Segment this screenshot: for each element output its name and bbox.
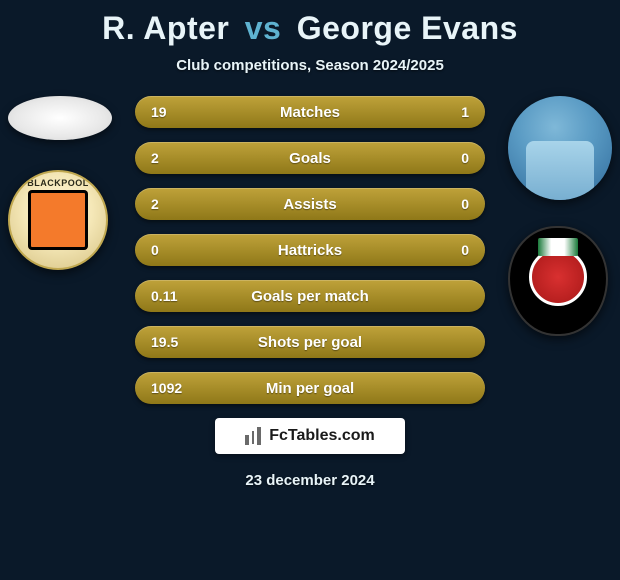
stat-left-value: 0 [135, 242, 225, 258]
stat-row-matches: 19 Matches 1 [135, 96, 485, 128]
comparison-title: R. Apter vs George Evans [0, 0, 620, 47]
footer-date: 23 december 2024 [0, 472, 620, 489]
vs-separator: vs [245, 10, 282, 46]
stat-label: Assists [225, 196, 395, 213]
player2-club-badge [508, 226, 608, 336]
stat-label: Goals per match [225, 288, 395, 305]
stat-right-value: 0 [395, 150, 485, 166]
stat-row-assists: 2 Assists 0 [135, 188, 485, 220]
stat-left-value: 2 [135, 196, 225, 212]
right-avatars [508, 96, 612, 336]
stat-label: Goals [225, 150, 395, 167]
stat-right-value: 0 [395, 196, 485, 212]
content-area: 19 Matches 1 2 Goals 0 2 Assists 0 0 Hat… [0, 96, 620, 489]
player1-avatar [8, 96, 112, 140]
stat-left-value: 1092 [135, 380, 225, 396]
stat-row-shots-per-goal: 19.5 Shots per goal [135, 326, 485, 358]
fctables-icon [245, 427, 263, 445]
stat-label: Matches [225, 104, 395, 121]
stat-row-goals: 2 Goals 0 [135, 142, 485, 174]
stat-row-min-per-goal: 1092 Min per goal [135, 372, 485, 404]
subtitle: Club competitions, Season 2024/2025 [0, 57, 620, 74]
stats-column: 19 Matches 1 2 Goals 0 2 Assists 0 0 Hat… [135, 96, 485, 404]
stat-left-value: 0.11 [135, 288, 225, 304]
player1-name: R. Apter [102, 10, 229, 46]
left-avatars [8, 96, 112, 270]
player1-club-badge [8, 170, 108, 270]
stat-row-goals-per-match: 0.11 Goals per match [135, 280, 485, 312]
stat-left-value: 19.5 [135, 334, 225, 350]
stat-right-value: 1 [395, 104, 485, 120]
stat-label: Shots per goal [225, 334, 395, 351]
player2-avatar [508, 96, 612, 200]
stat-label: Min per goal [225, 380, 395, 397]
stat-label: Hattricks [225, 242, 395, 259]
source-badge: FcTables.com [215, 418, 405, 454]
stat-left-value: 19 [135, 104, 225, 120]
stat-left-value: 2 [135, 150, 225, 166]
source-label: FcTables.com [269, 427, 375, 445]
player2-name: George Evans [297, 10, 518, 46]
stat-row-hattricks: 0 Hattricks 0 [135, 234, 485, 266]
stat-right-value: 0 [395, 242, 485, 258]
